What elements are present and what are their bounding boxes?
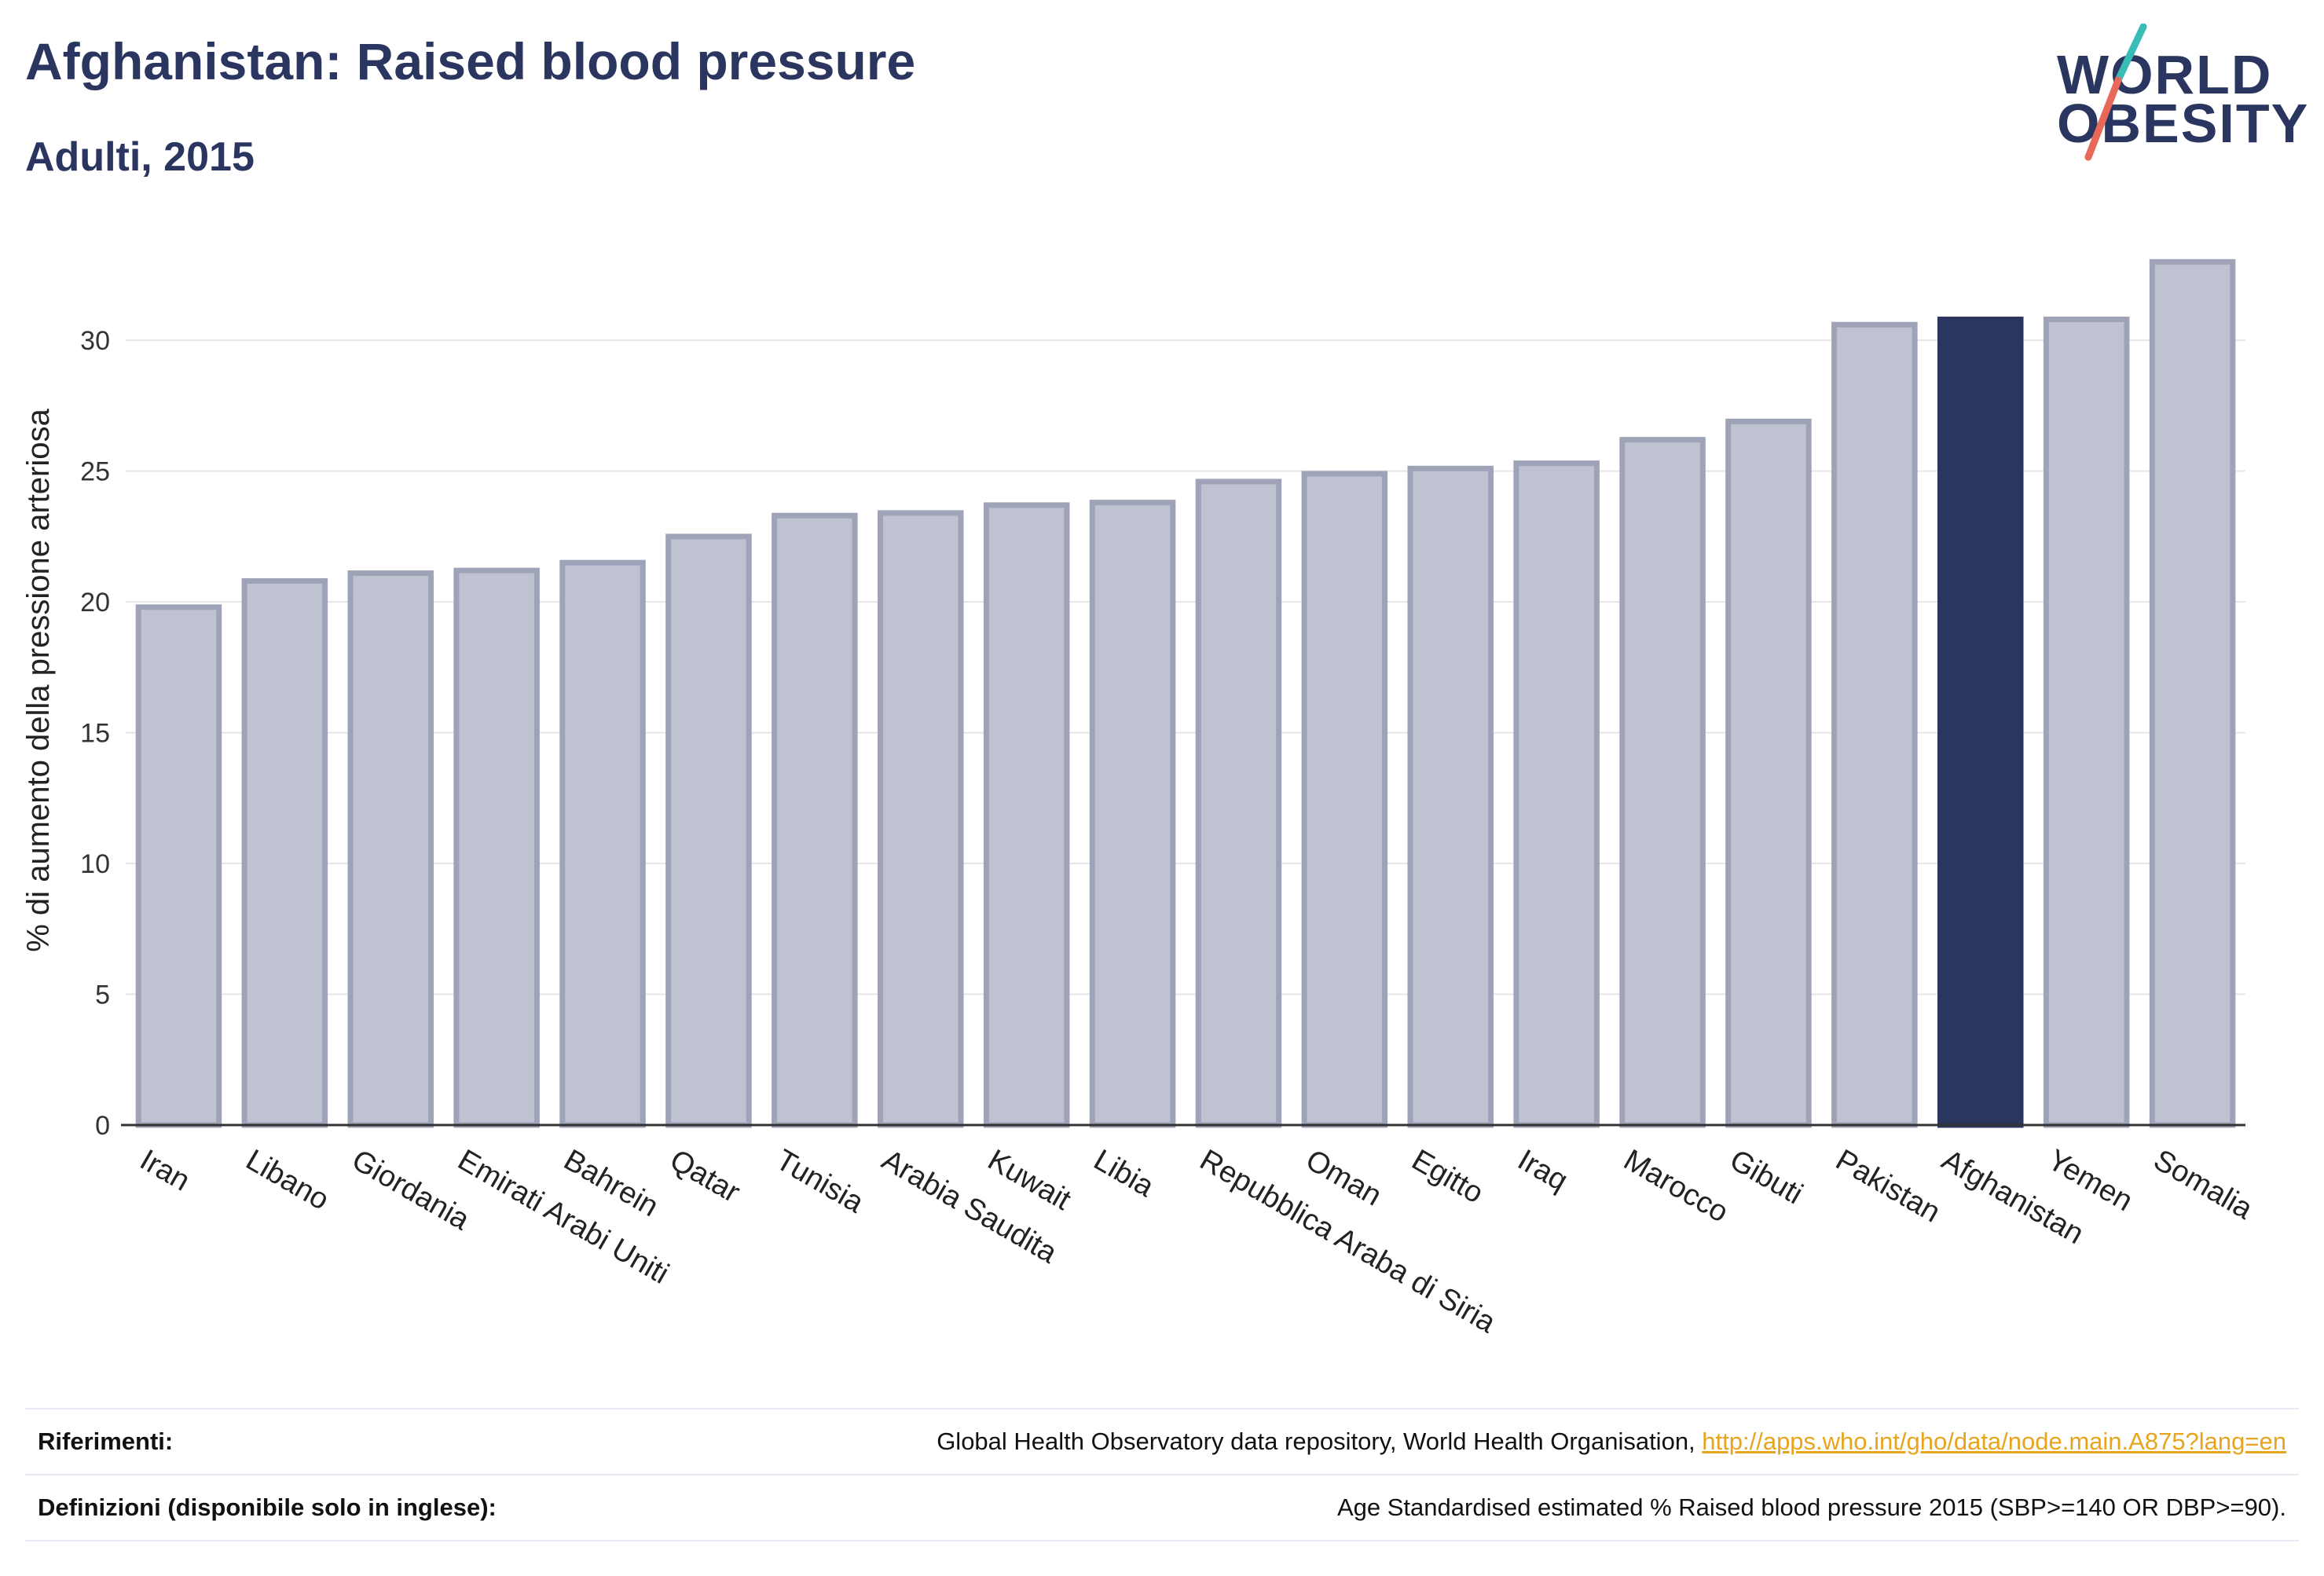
bar-marocco bbox=[1619, 437, 1706, 1128]
bar-iraq bbox=[1513, 460, 1600, 1128]
grid-lines bbox=[126, 339, 2245, 995]
category-label: Iran bbox=[134, 1143, 196, 1197]
definitions-row: Definizioni (disponibile solo in inglese… bbox=[25, 1474, 2299, 1541]
definitions-label: Definizioni (disponibile solo in inglese… bbox=[38, 1494, 497, 1521]
y-axis-title: % di aumento della pressione arteriosa bbox=[21, 409, 56, 952]
category-label: Qatar bbox=[664, 1143, 746, 1209]
chart-footer: Riferimenti: Global Health Observatory d… bbox=[25, 1408, 2299, 1541]
chart-title: Afghanistan: Raised blood pressure bbox=[25, 32, 916, 90]
bar-afghanistan bbox=[1937, 317, 2024, 1128]
category-label: Tunisia bbox=[770, 1143, 870, 1219]
references-link[interactable]: http://apps.who.int/gho/data/node.main.A… bbox=[1702, 1428, 2286, 1455]
bar-bahrein bbox=[559, 559, 646, 1128]
category-label: Giordania bbox=[346, 1143, 475, 1237]
references-text: Global Health Observatory data repositor… bbox=[937, 1428, 1703, 1455]
y-tick-label: 5 bbox=[95, 980, 110, 1010]
category-label: Marocco bbox=[1618, 1143, 1734, 1229]
bar-kuwait bbox=[983, 502, 1070, 1128]
bar-gibuti bbox=[1725, 418, 1812, 1128]
category-label: Somalia bbox=[2148, 1143, 2259, 1226]
bar-oman bbox=[1301, 471, 1388, 1128]
definitions-value: Age Standardised estimated % Raised bloo… bbox=[1336, 1494, 2286, 1521]
bars bbox=[135, 258, 2236, 1128]
y-axis-ticks: 0 5 10 15 20 25 30 bbox=[80, 326, 110, 1141]
bar-libano bbox=[241, 577, 328, 1128]
bar-somalia bbox=[2149, 258, 2236, 1128]
bar-tunisia bbox=[772, 512, 858, 1128]
bar-libia bbox=[1089, 500, 1176, 1128]
chart-subtitle: Adulti, 2015 bbox=[25, 134, 255, 180]
category-label: Libia bbox=[1088, 1143, 1160, 1204]
references-value: Global Health Observatory data repositor… bbox=[937, 1428, 2299, 1456]
logo-slash-icon bbox=[2084, 24, 2147, 161]
category-label: Gibuti bbox=[1724, 1143, 1808, 1211]
bar-arabia-saudita bbox=[877, 510, 964, 1128]
category-label: Pakistan bbox=[1830, 1143, 1945, 1229]
world-obesity-logo: WORLD OBESITY bbox=[2051, 24, 2310, 165]
bar-qatar bbox=[665, 533, 752, 1128]
y-tick-label: 15 bbox=[80, 719, 110, 749]
category-label: Iraq bbox=[1512, 1143, 1574, 1197]
category-label: Libano bbox=[240, 1143, 335, 1216]
references-row: Riferimenti: Global Health Observatory d… bbox=[25, 1408, 2299, 1474]
bar-yemen bbox=[2043, 317, 2130, 1128]
bar-emirati-arabi-uniti bbox=[453, 567, 540, 1128]
category-label: Egitto bbox=[1406, 1143, 1489, 1210]
references-label: Riferimenti: bbox=[38, 1428, 174, 1455]
y-tick-label: 20 bbox=[80, 588, 110, 618]
bar-repubblica-araba-di-siria bbox=[1195, 478, 1282, 1128]
bar-egitto bbox=[1407, 465, 1494, 1128]
bar-pakistan bbox=[1831, 321, 1918, 1128]
logo-text-world: WORLD bbox=[2057, 44, 2273, 105]
category-label: Arabia Saudita bbox=[876, 1143, 1063, 1270]
bar-giordania bbox=[347, 570, 434, 1128]
bar-iran bbox=[135, 604, 222, 1128]
y-tick-label: 0 bbox=[95, 1111, 110, 1141]
y-tick-label: 10 bbox=[80, 849, 110, 879]
y-tick-label: 30 bbox=[80, 326, 110, 356]
y-tick-label: 25 bbox=[80, 457, 110, 487]
